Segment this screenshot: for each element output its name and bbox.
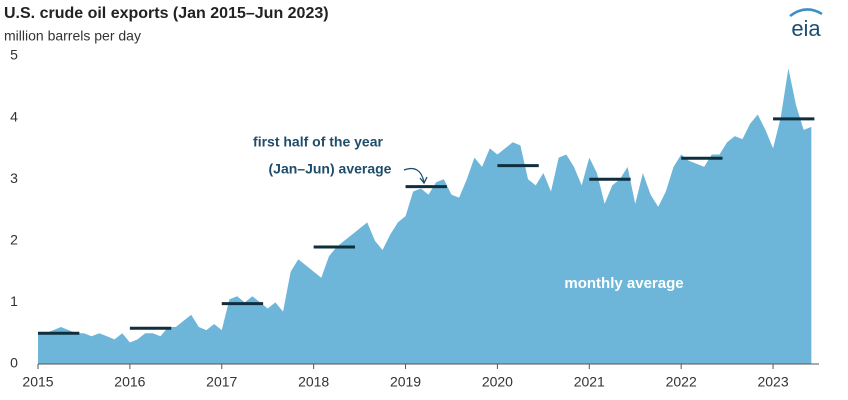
plot: monthly average 0 1 2 3 4 5 2015 2016 2017 2018 201… (10, 47, 819, 390)
series-label: monthly average (564, 275, 683, 292)
x-tick-label: 2015 (22, 374, 53, 390)
y-tick-label: 4 (10, 108, 18, 124)
x-tick-label: 2019 (390, 374, 421, 390)
x-tick-label: 2022 (666, 374, 697, 390)
y-tick-label: 3 (10, 170, 18, 186)
annotation: (Jan–Jun) average (269, 161, 392, 177)
x-tick-label: 2023 (757, 374, 788, 390)
chart-title: U.S. crude oil exports (Jan 2015–Jun 202… (4, 5, 329, 22)
x-tick-label: 2018 (298, 374, 329, 390)
logo-swoosh (789, 8, 823, 18)
x-tick-label: 2020 (482, 374, 513, 390)
annotation: first half of the year (253, 134, 383, 150)
logo: eia (791, 16, 821, 41)
x-tick-label: 2017 (206, 374, 237, 390)
x-tick-label: 2021 (574, 374, 605, 390)
annotation-arrowhead (419, 176, 428, 185)
y-tick-label: 0 (10, 355, 18, 371)
annotation-arrow (403, 167, 425, 183)
y-tick-label: 2 (10, 232, 18, 248)
area (38, 68, 812, 364)
chart-subtitle: million barrels per day (4, 28, 141, 44)
x-tick-label: 2016 (114, 374, 145, 390)
y-tick-label: 1 (10, 293, 18, 309)
y-tick-label: 5 (10, 47, 18, 63)
